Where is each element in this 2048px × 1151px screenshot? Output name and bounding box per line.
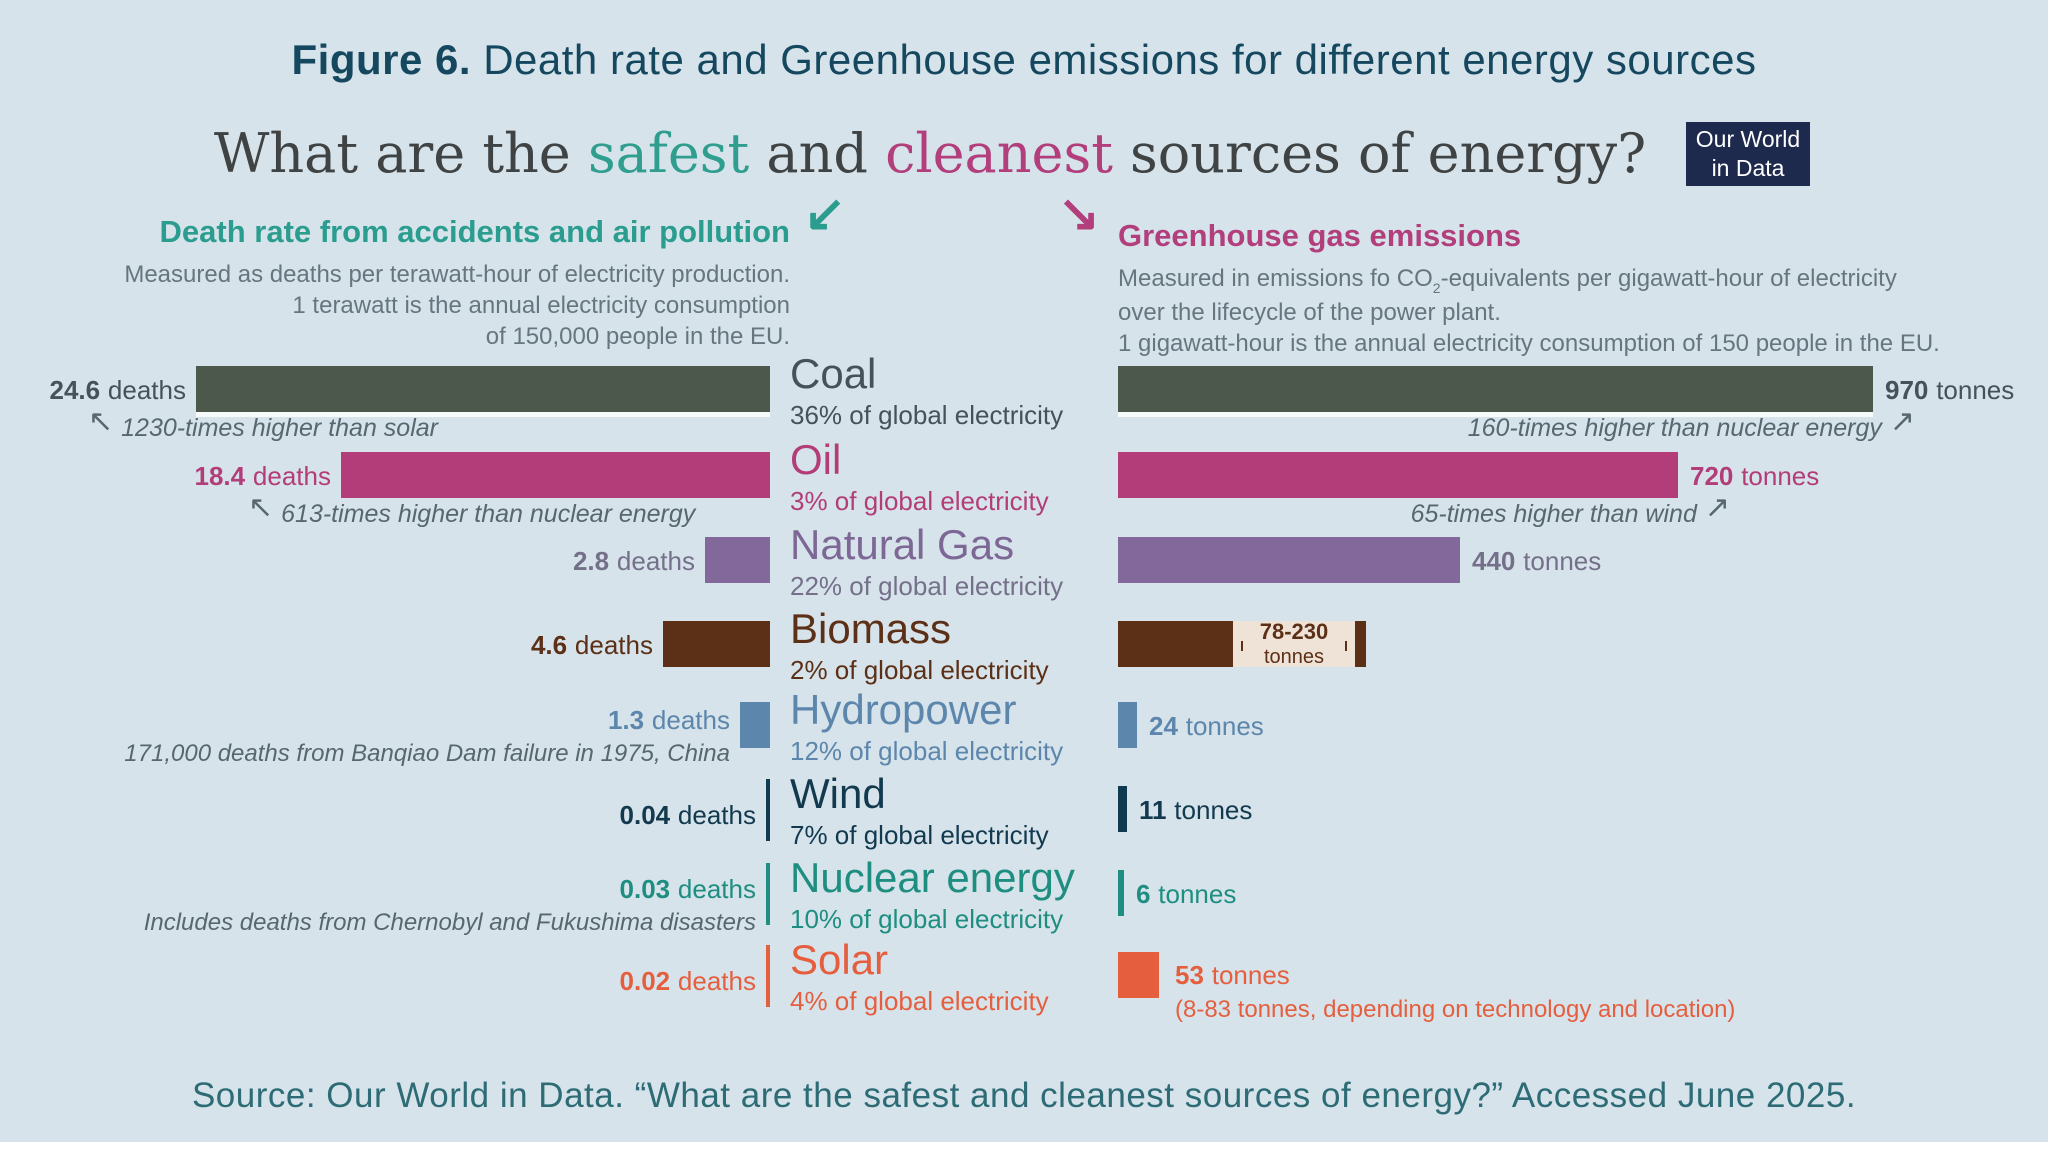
hydropower-deaths-value: 1.3 deaths bbox=[607, 705, 730, 735]
solar-tonnes-value: 53 tonnes bbox=[1175, 960, 1290, 990]
emissions-subtext-line1: Measured in emissions fo CO2-equivalents… bbox=[1118, 265, 1897, 296]
death-rate-subtext-line3: of 150,000 people in the EU. bbox=[485, 323, 790, 351]
nuclear-deaths-value: 0.03 deaths bbox=[619, 874, 756, 904]
source-citation: Source: Our World in Data. “What are the… bbox=[191, 1076, 1857, 1115]
coal-right-annotation: 160-times higher than nuclear energy ↗ bbox=[1467, 405, 1915, 443]
solar-deaths-value: 0.02 deaths bbox=[619, 966, 756, 996]
biomass-range-values: 78-230 bbox=[1259, 619, 1329, 644]
natural-gas-emissions-bar bbox=[1118, 537, 1460, 583]
death-rate-subtext-line1: Measured as deaths per terawatt-hour of … bbox=[124, 261, 790, 288]
nuclear-annotation: Includes deaths from Chernobyl and Fukus… bbox=[143, 909, 756, 936]
biomass-range-unit: tonnes bbox=[1263, 646, 1325, 668]
figure-number: Figure 6. bbox=[291, 36, 472, 83]
natural-gas-label: Natural Gas 22% of global electricity bbox=[790, 521, 1064, 602]
natural-gas-death-bar bbox=[705, 537, 770, 583]
nuclear-death-bar bbox=[766, 863, 770, 925]
owid-logo-line1: Our World bbox=[1695, 126, 1801, 153]
up-right-arrow-icon: ↗ bbox=[1889, 405, 1915, 438]
nuclear-emissions-bar bbox=[1118, 870, 1124, 916]
safest-down-left-arrow-icon: ↙ bbox=[804, 185, 846, 241]
solar-label: Solar 4% of global electricity bbox=[790, 936, 1049, 1017]
wind-deaths-value: 0.04 deaths bbox=[619, 800, 756, 830]
biomass-label: Biomass 2% of global electricity bbox=[790, 605, 1049, 686]
wind-label: Wind 7% of global electricity bbox=[790, 770, 1049, 851]
figure-title-text: Death rate and Greenhouse emissions for … bbox=[471, 36, 1757, 83]
right-panel-header: Greenhouse gas emissions Measured in emi… bbox=[1118, 218, 2018, 360]
left-panel-header: Death rate from accidents and air pollut… bbox=[100, 214, 790, 353]
subtitle-part1: What are the bbox=[213, 122, 588, 185]
subtitle-part2: and bbox=[749, 122, 886, 185]
subtitle-safest: safest bbox=[587, 122, 750, 185]
oil-deaths-value: 18.4 deaths bbox=[194, 461, 331, 491]
solar-tonnes-block: 53 tonnes (8-83 tonnes, depending on tech… bbox=[1175, 960, 1735, 1024]
figure-title: Figure 6. Death rate and Greenhouse emis… bbox=[0, 36, 2048, 84]
oil-label: Oil 3% of global electricity bbox=[790, 436, 1049, 517]
coal-deaths-value: 24.6 deaths bbox=[49, 375, 186, 405]
wind-tonnes-value: 11 tonnes bbox=[1139, 795, 1253, 825]
oil-right-annotation: 65-times higher than wind ↗ bbox=[1410, 491, 1730, 529]
solar-death-bar bbox=[766, 945, 770, 1007]
subtitle-part3: sources of energy? bbox=[1112, 122, 1647, 185]
emissions-subtext-line3: 1 gigawatt-hour is the annual electricit… bbox=[1118, 330, 1940, 358]
death-rate-heading: Death rate from accidents and air pollut… bbox=[159, 214, 790, 249]
wind-death-bar bbox=[766, 779, 770, 841]
oil-death-bar bbox=[341, 452, 770, 498]
emissions-heading: Greenhouse gas emissions bbox=[1118, 218, 1522, 253]
biomass-deaths-value: 4.6 deaths bbox=[530, 630, 653, 660]
hydropower-label: Hydropower 12% of global electricity bbox=[790, 686, 1064, 767]
nuclear-tonnes-value: 6 tonnes bbox=[1136, 879, 1237, 909]
hydropower-death-bar bbox=[740, 702, 770, 748]
nuclear-left-block: 0.03 deaths Includes deaths from Chernoby… bbox=[144, 874, 756, 937]
up-left-arrow-icon: ↖ bbox=[88, 405, 114, 438]
coal-left-annotation: ↖ 1230-times higher than solar bbox=[88, 405, 438, 443]
oil-left-annotation: ↖ 613-times higher than nuclear energy bbox=[248, 491, 696, 529]
hydropower-emissions-bar bbox=[1118, 702, 1137, 748]
owid-logo: Our World in Data bbox=[1686, 122, 1810, 186]
coal-emissions-bar bbox=[1118, 366, 1873, 412]
nuclear-label: Nuclear energy 10% of global electricity bbox=[790, 854, 1075, 935]
biomass-emissions-bar bbox=[1118, 621, 1233, 667]
death-rate-subtext-line2: 1 terawatt is the annual electricity con… bbox=[292, 292, 790, 320]
natural-gas-deaths-value: 2.8 deaths bbox=[572, 546, 695, 576]
co2-subscript: 2 bbox=[1432, 280, 1441, 296]
coal-label: Coal 36% of global electricity bbox=[790, 350, 1064, 431]
oil-emissions-bar bbox=[1118, 452, 1678, 498]
up-left-arrow-icon: ↖ bbox=[248, 491, 274, 524]
subtitle-cleanest: cleanest bbox=[885, 122, 1113, 185]
up-right-arrow-icon: ↗ bbox=[1704, 491, 1730, 524]
solar-tonnes-range-note: (8-83 tonnes, depending on technology an… bbox=[1175, 996, 1736, 1023]
coal-death-bar bbox=[196, 366, 770, 412]
owid-logo-line2: in Data bbox=[1711, 155, 1785, 181]
natural-gas-tonnes-value: 440 tonnes bbox=[1472, 546, 1602, 576]
solar-emissions-bar bbox=[1118, 952, 1159, 998]
wind-emissions-bar bbox=[1118, 786, 1127, 832]
hydropower-tonnes-value: 24 tonnes bbox=[1149, 711, 1264, 741]
biomass-emissions-range-end-bar bbox=[1355, 621, 1366, 667]
biomass-emissions-range-box: 78-230 tonnes bbox=[1233, 621, 1355, 667]
coal-tonnes-value: 970 tonnes bbox=[1885, 375, 2015, 405]
bottom-white-strip bbox=[0, 1142, 2048, 1151]
biomass-death-bar bbox=[663, 621, 770, 667]
hydropower-annotation: 171,000 deaths from Banqiao Dam failure … bbox=[124, 740, 730, 767]
question-subtitle: What are the safest and cleanest sources… bbox=[0, 122, 1860, 185]
cleanest-down-right-arrow-icon: ↘ bbox=[1058, 185, 1100, 241]
hydropower-left-block: 1.3 deaths 171,000 deaths from Banqiao Da… bbox=[124, 705, 730, 768]
oil-tonnes-value: 720 tonnes bbox=[1690, 461, 1820, 491]
emissions-subtext-line2: over the lifecycle of the power plant. bbox=[1118, 299, 1501, 327]
